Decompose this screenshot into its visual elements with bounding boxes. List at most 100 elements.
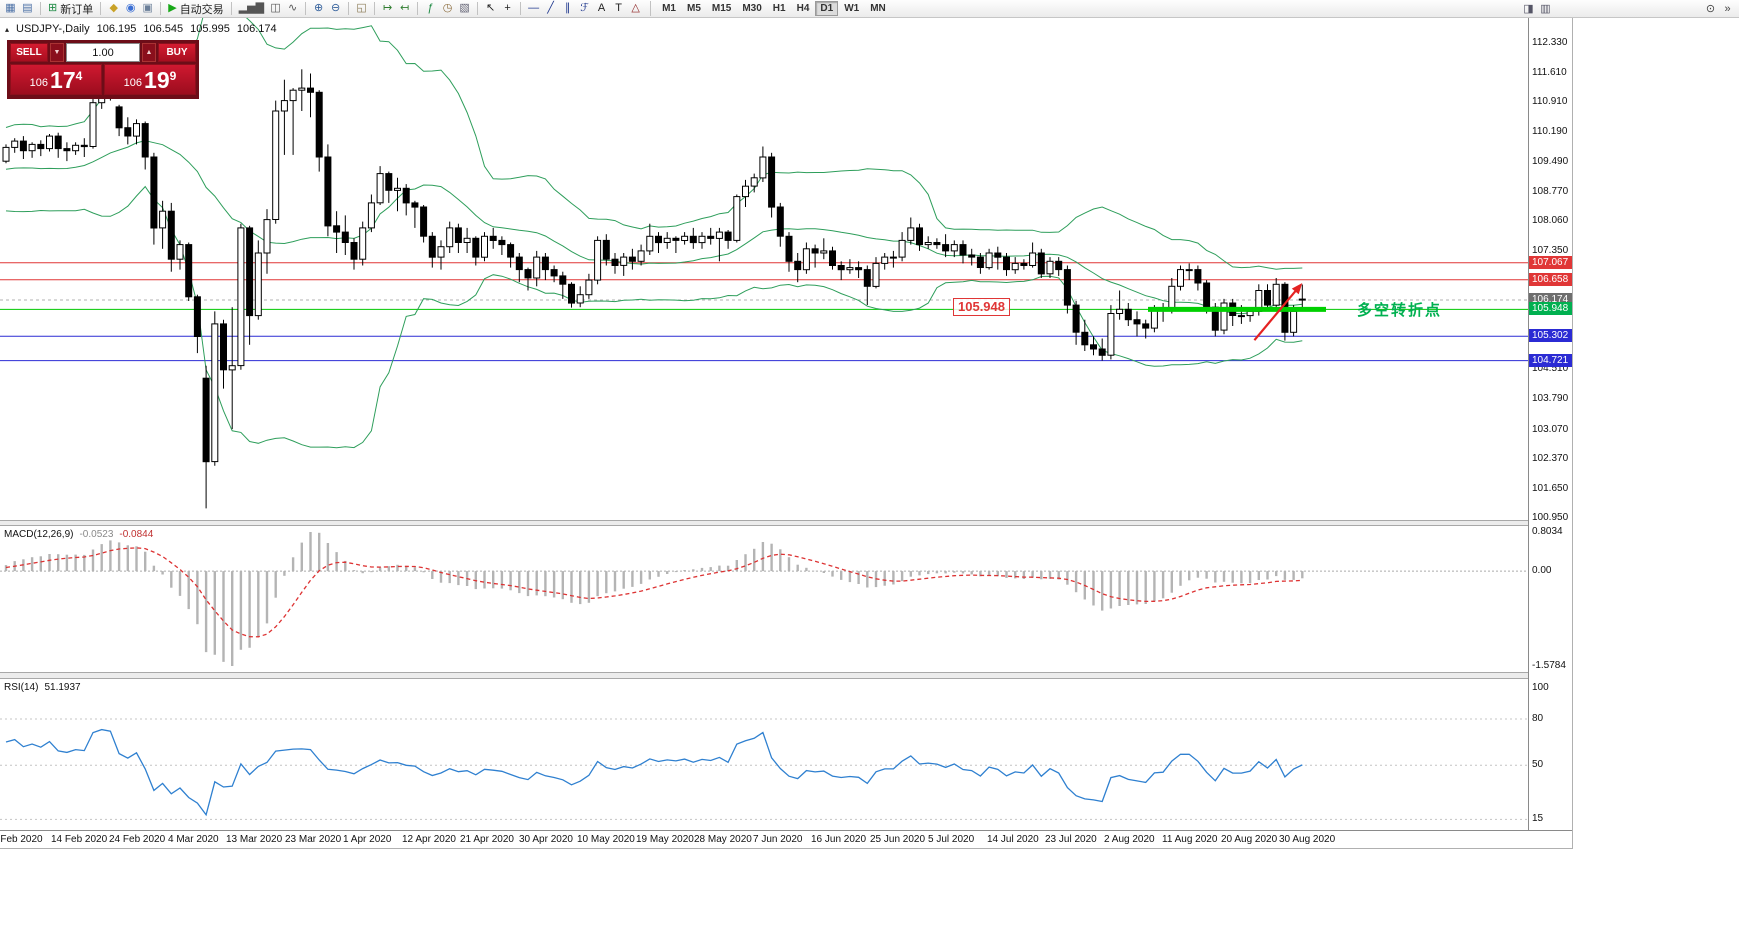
price-axis-label: 110.190: [1532, 126, 1568, 137]
volume-decrease-button[interactable]: ▼: [50, 43, 64, 62]
buy-price-button[interactable]: 106 19 9: [104, 64, 196, 95]
timeframe-m5-button[interactable]: M5: [682, 1, 706, 16]
toolbar-separator: [520, 2, 522, 15]
auto-scroll-icon: ↦: [382, 2, 393, 14]
window-split-icon: ◨: [1523, 2, 1534, 15]
toolbar-overflow-button[interactable]: »: [1719, 1, 1736, 17]
autotrading-button[interactable]: ▶ 自动交易: [165, 1, 226, 17]
new-order-button[interactable]: ⊞ 新订单: [45, 1, 96, 17]
chart-shift-button[interactable]: ↤: [396, 1, 413, 17]
price-axis-label: 103.790: [1532, 393, 1569, 404]
profiles-button[interactable]: ▤: [19, 1, 36, 17]
sell-price-button[interactable]: 106 17 4: [10, 64, 102, 95]
price-axis-label: 103.070: [1532, 424, 1569, 435]
main-chart-plot[interactable]: [0, 18, 1528, 520]
channel-button[interactable]: ∥: [559, 1, 576, 17]
volume-increase-button[interactable]: ▲: [142, 43, 156, 62]
timeframe-m15-button[interactable]: M15: [707, 1, 736, 16]
bullish-arrow[interactable]: [1253, 283, 1303, 341]
rsi-header: RSI(14) 51.1937: [4, 682, 81, 693]
terminal-button[interactable]: ▣: [139, 1, 156, 17]
price-axis[interactable]: 112.330 111.610 110.910 110.190 109.490 108.7…: [1528, 18, 1572, 830]
indicators-button[interactable]: ƒ: [422, 1, 439, 17]
date-axis-label: 14 Feb 2020: [51, 834, 108, 845]
shapes-button[interactable]: △: [627, 1, 644, 17]
metaeditor-button[interactable]: ◆: [105, 1, 122, 17]
timeframe-m30-button[interactable]: M30: [737, 1, 766, 16]
fibonacci-button[interactable]: ℱ: [576, 1, 593, 17]
bar-chart-button[interactable]: ▂▅▇: [236, 1, 267, 17]
autotrading-button-label: 自动交易: [179, 3, 224, 16]
panel-splitter[interactable]: [0, 672, 1572, 679]
toolbar-separator: [374, 2, 376, 15]
sell-button[interactable]: SELL: [10, 43, 48, 62]
terminal-icon: ▣: [142, 2, 153, 14]
date-axis-label: 4 Mar 2020: [168, 834, 219, 845]
timeframe-mn-button[interactable]: MN: [865, 1, 891, 16]
sell-price-pip: 4: [75, 69, 83, 83]
timeframe-h4-button[interactable]: H4: [792, 1, 815, 16]
timeframe-m1-button[interactable]: M1: [657, 1, 681, 16]
price-badge: 107.067: [1529, 256, 1572, 269]
bar-chart-icon: ▂▅▇: [238, 2, 265, 14]
cursor-button[interactable]: ↖: [482, 1, 499, 17]
volume-input[interactable]: [66, 43, 140, 62]
periods-button[interactable]: ◷: [439, 1, 456, 17]
price-badge: 105.948: [1529, 302, 1572, 315]
buy-button[interactable]: BUY: [158, 43, 196, 62]
date-axis-label: 13 Mar 2020: [226, 834, 283, 845]
candlestick-chart-icon: ◫: [270, 2, 281, 14]
price-badge: 106.658: [1529, 273, 1572, 286]
timeframe-w1-button[interactable]: W1: [839, 1, 864, 16]
panel-splitter[interactable]: [0, 520, 1572, 526]
line-chart-button[interactable]: ∿: [284, 1, 301, 17]
label-button[interactable]: T: [610, 1, 627, 17]
search-button[interactable]: ⊙: [1702, 1, 1719, 17]
chart-window: ▴ USDJPY-,Daily 106.195 106.545 105.995 …: [0, 18, 1573, 849]
templates-icon: ▧: [459, 2, 470, 14]
rsi-plot[interactable]: [0, 679, 1528, 830]
price-annotation[interactable]: 105.948: [953, 298, 1010, 316]
toolbar-separator: [477, 2, 479, 15]
new-order-button-label: 新订单: [60, 3, 94, 16]
symbol-icon: ▴: [5, 24, 10, 34]
auto-scroll-button[interactable]: ↦: [379, 1, 396, 17]
zoom-out-button[interactable]: ⊖: [327, 1, 344, 17]
strategy-tester-button[interactable]: ◉: [122, 1, 139, 17]
turning-point-annotation[interactable]: 多空转折点: [1357, 302, 1443, 319]
periods-icon: ◷: [442, 2, 453, 14]
date-axis-label: 11 Aug 2020: [1162, 834, 1218, 845]
candlestick-chart-button[interactable]: ◫: [267, 1, 284, 17]
timeframe-h1-button[interactable]: H1: [768, 1, 791, 16]
timeframe-d1-button[interactable]: D1: [815, 1, 839, 16]
autotrading-icon: ▶: [168, 2, 177, 14]
data-window-button[interactable]: ▥: [1537, 1, 1554, 17]
search-icon: ⊙: [1705, 2, 1716, 15]
horizontal-line-button[interactable]: ―: [525, 1, 542, 17]
text-button[interactable]: A: [593, 1, 610, 17]
new-chart-button[interactable]: ▦: [2, 1, 19, 17]
date-axis-label: 20 Aug 2020: [1221, 834, 1278, 845]
macd-plot[interactable]: [0, 526, 1528, 672]
crosshair-button[interactable]: +: [499, 1, 516, 17]
toolbar-separator: [100, 2, 102, 15]
window-split-button[interactable]: ◨: [1520, 1, 1537, 17]
tile-windows-button[interactable]: ◱: [353, 1, 370, 17]
price-axis-label: 109.490: [1532, 156, 1569, 167]
fibonacci-icon: ℱ: [580, 2, 589, 14]
price-axis-label: 112.330: [1532, 37, 1568, 48]
rsi-value: 51.1937: [44, 682, 81, 693]
rsi-axis-label: 15: [1532, 813, 1544, 824]
price-axis-label: 104.510: [1532, 363, 1569, 374]
zoom-in-button[interactable]: ⊕: [310, 1, 327, 17]
toolbar-right-group: ◨ ▥: [1520, 1, 1554, 17]
macd-axis-label: 0.8034: [1532, 526, 1563, 537]
buy-price-pip: 9: [169, 69, 177, 83]
buy-price-main: 19: [144, 67, 170, 93]
metaeditor-icon: ◆: [109, 2, 118, 14]
templates-button[interactable]: ▧: [456, 1, 473, 17]
macd-axis-label: -1.5784: [1532, 660, 1566, 671]
ohlc-high: 106.545: [143, 23, 184, 35]
trendline-button[interactable]: ╱: [542, 1, 559, 17]
